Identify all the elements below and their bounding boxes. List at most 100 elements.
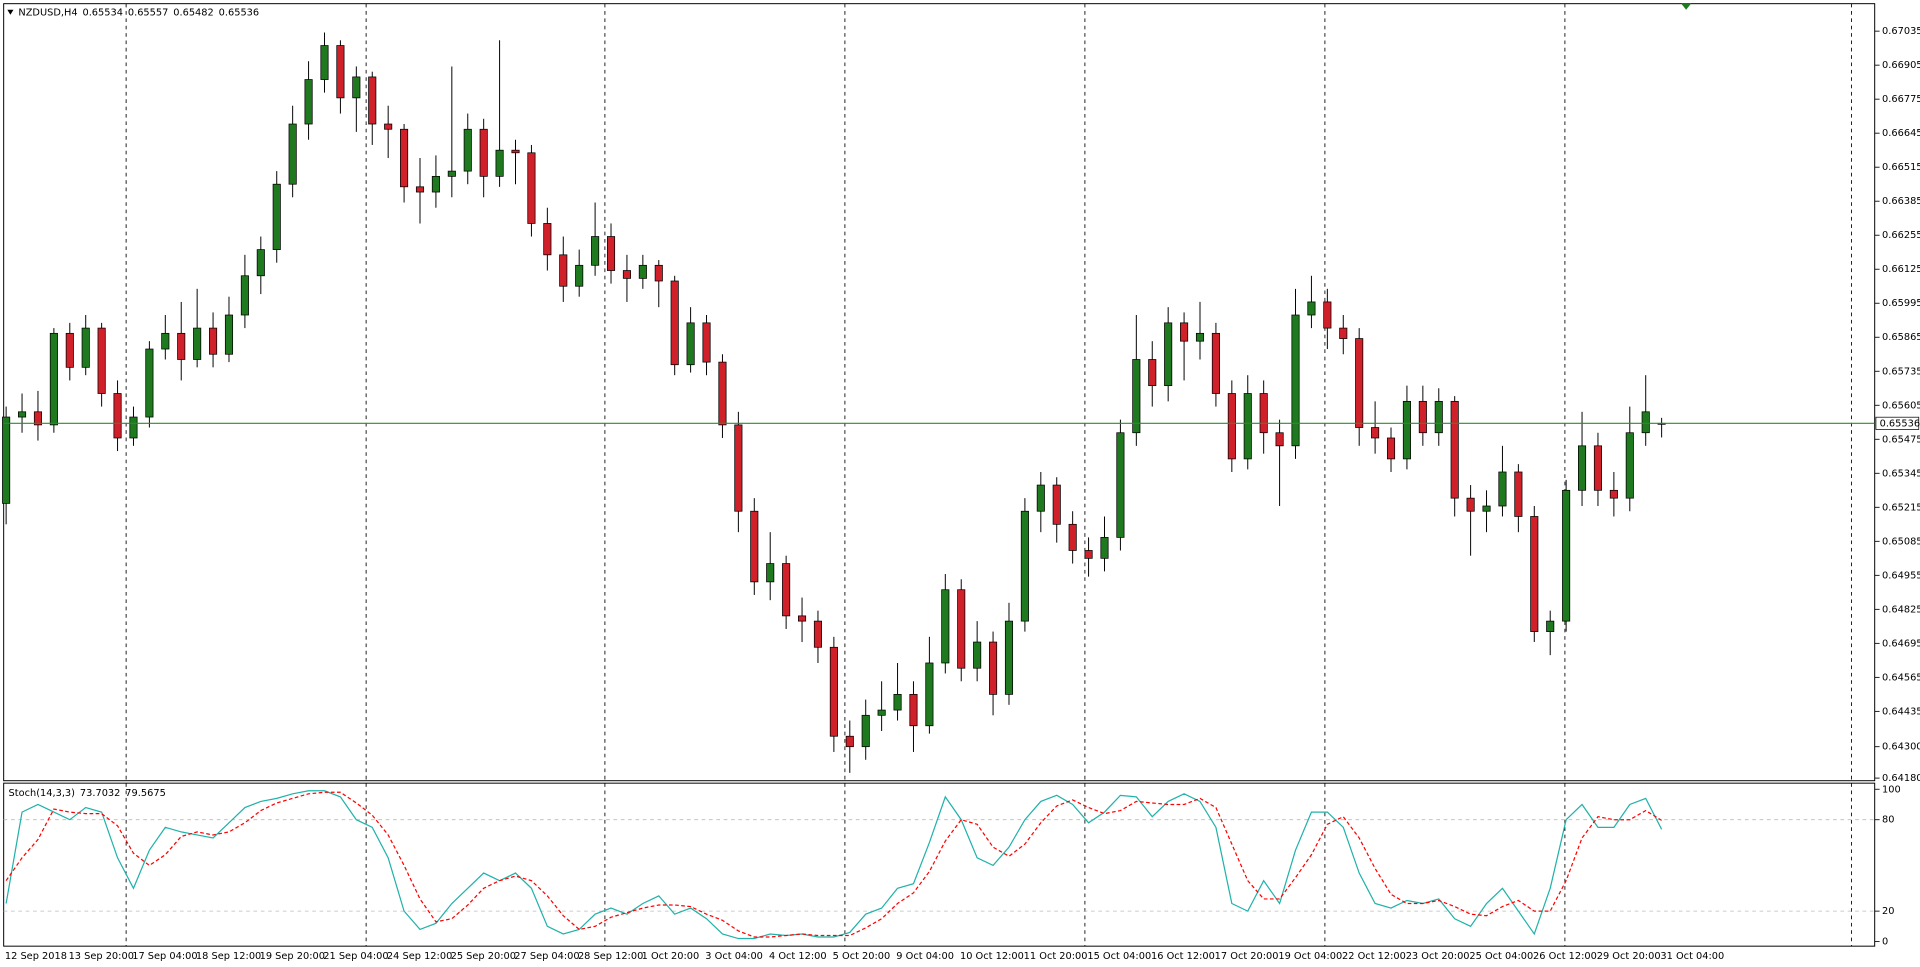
candle-body — [384, 123, 393, 130]
candle-body — [1593, 445, 1602, 491]
y-tick-label: 0.66645 — [1882, 128, 1920, 139]
header-value: 0.65482 — [173, 7, 213, 18]
candle-body — [336, 45, 345, 99]
candle-body — [989, 641, 998, 695]
x-tick-label: 9 Oct 04:00 — [896, 951, 954, 962]
header-value: 73.7032 — [80, 788, 120, 799]
y-tick-label: 80 — [1882, 815, 1894, 826]
current-price-box — [1875, 416, 1920, 430]
candle-body — [702, 322, 711, 363]
candle-body — [304, 79, 313, 125]
y-tick-label: 0.65345 — [1882, 468, 1920, 479]
candle-body — [320, 45, 329, 80]
y-tick-label: 0.66255 — [1882, 230, 1920, 241]
candle-body — [495, 149, 504, 177]
candle-body — [845, 735, 854, 748]
candle-body — [1466, 497, 1475, 512]
x-tick-label: 23 Oct 20:00 — [1406, 951, 1470, 962]
y-tick-label: 0.67035 — [1882, 26, 1920, 37]
candle-body — [622, 270, 631, 279]
x-tick-label: 19 Oct 04:00 — [1278, 951, 1342, 962]
candle-body — [638, 264, 647, 279]
candle-body — [782, 563, 791, 617]
y-tick-label: 0.65995 — [1882, 298, 1920, 309]
candle-body — [1498, 471, 1507, 507]
header-value: 79.5675 — [125, 788, 165, 799]
candle-body — [893, 694, 902, 711]
candle-body — [606, 236, 616, 271]
candle-body — [543, 223, 552, 256]
candle-body — [1243, 393, 1252, 460]
candle-body — [1625, 432, 1634, 499]
y-tick-label: 0.64695 — [1882, 638, 1920, 649]
y-tick-label: 0.66515 — [1882, 162, 1920, 173]
y-tick-label: 0.64180 — [1882, 773, 1920, 784]
candle-body — [591, 236, 600, 266]
y-tick-label: 0.64565 — [1882, 672, 1920, 683]
candle-body — [1562, 489, 1571, 622]
candle-body — [1371, 427, 1380, 439]
candle-body — [1434, 400, 1443, 434]
y-tick-label: 0.65475 — [1882, 434, 1920, 445]
candle-body — [224, 314, 234, 355]
candle-body — [1641, 411, 1650, 434]
candle-body — [1020, 510, 1029, 622]
period-marker — [1681, 3, 1692, 10]
candle-body — [1609, 489, 1618, 499]
candle-body — [1386, 437, 1396, 460]
stoch-header: Stoch(14,3,3) 73.7032 79.5675 — [9, 788, 166, 799]
candle-body — [559, 254, 568, 287]
x-tick-label: 26 Oct 12:00 — [1533, 951, 1597, 962]
candle-body — [1418, 400, 1427, 434]
candle-body — [49, 332, 58, 426]
symbol: NZDUSD,H4 — [18, 7, 77, 18]
x-tick-label: 18 Sep 12:00 — [196, 951, 261, 962]
stoch-line — [5, 790, 1663, 940]
candle-body — [1291, 314, 1300, 447]
candle-body — [1402, 400, 1411, 460]
header-value: 0.65536 — [219, 7, 259, 18]
y-tick-label: 20 — [1882, 906, 1894, 917]
symbol-header: NZDUSD,H4 0.65534 0.65557 0.65482 0.65536 — [18, 7, 259, 18]
candle-body — [1132, 359, 1141, 434]
candle-body — [1100, 537, 1109, 559]
candle-body — [463, 128, 472, 172]
x-tick-label: 13 Sep 20:00 — [69, 951, 134, 962]
candle-body — [1004, 620, 1014, 695]
x-tick-label: 5 Oct 20:00 — [833, 951, 891, 962]
candle-body — [1578, 445, 1587, 491]
y-tick-label: 0.64435 — [1882, 706, 1920, 717]
candle-body — [1355, 338, 1364, 428]
x-tick-label: 29 Oct 20:00 — [1597, 951, 1661, 962]
candle-body — [670, 280, 679, 366]
x-tick-label: 16 Oct 12:00 — [1151, 951, 1215, 962]
candle-body — [1084, 550, 1093, 559]
candle-body — [766, 563, 775, 583]
y-tick-label: 0.64955 — [1882, 570, 1920, 581]
candle-body — [718, 361, 727, 426]
x-tick-label: 25 Sep 20:00 — [451, 951, 516, 962]
candle-body — [925, 662, 934, 727]
candle-body — [1307, 301, 1316, 316]
candle-body — [1530, 516, 1539, 632]
candle-body — [368, 76, 377, 125]
candle-body — [209, 327, 218, 355]
candle-body — [272, 183, 281, 250]
x-tick-label: 4 Oct 12:00 — [769, 951, 827, 962]
week-separators — [125, 3, 1852, 947]
candle-body — [81, 327, 90, 368]
candle-body — [1116, 432, 1125, 538]
candle-body — [145, 348, 154, 418]
candle-body — [575, 264, 584, 287]
candle-body — [941, 589, 950, 664]
candle-body — [256, 249, 265, 277]
y-tick-label: 0.66385 — [1882, 196, 1920, 207]
y-tick-label: 0.66905 — [1882, 60, 1920, 71]
candle-body — [1514, 471, 1523, 517]
candle-body — [1211, 332, 1220, 394]
candle-body — [193, 327, 202, 360]
x-tick-label: 31 Oct 04:00 — [1660, 951, 1724, 962]
x-tick-label: 15 Oct 04:00 — [1087, 951, 1151, 962]
stoch-line — [5, 791, 1662, 938]
menu-icon — [7, 9, 14, 15]
